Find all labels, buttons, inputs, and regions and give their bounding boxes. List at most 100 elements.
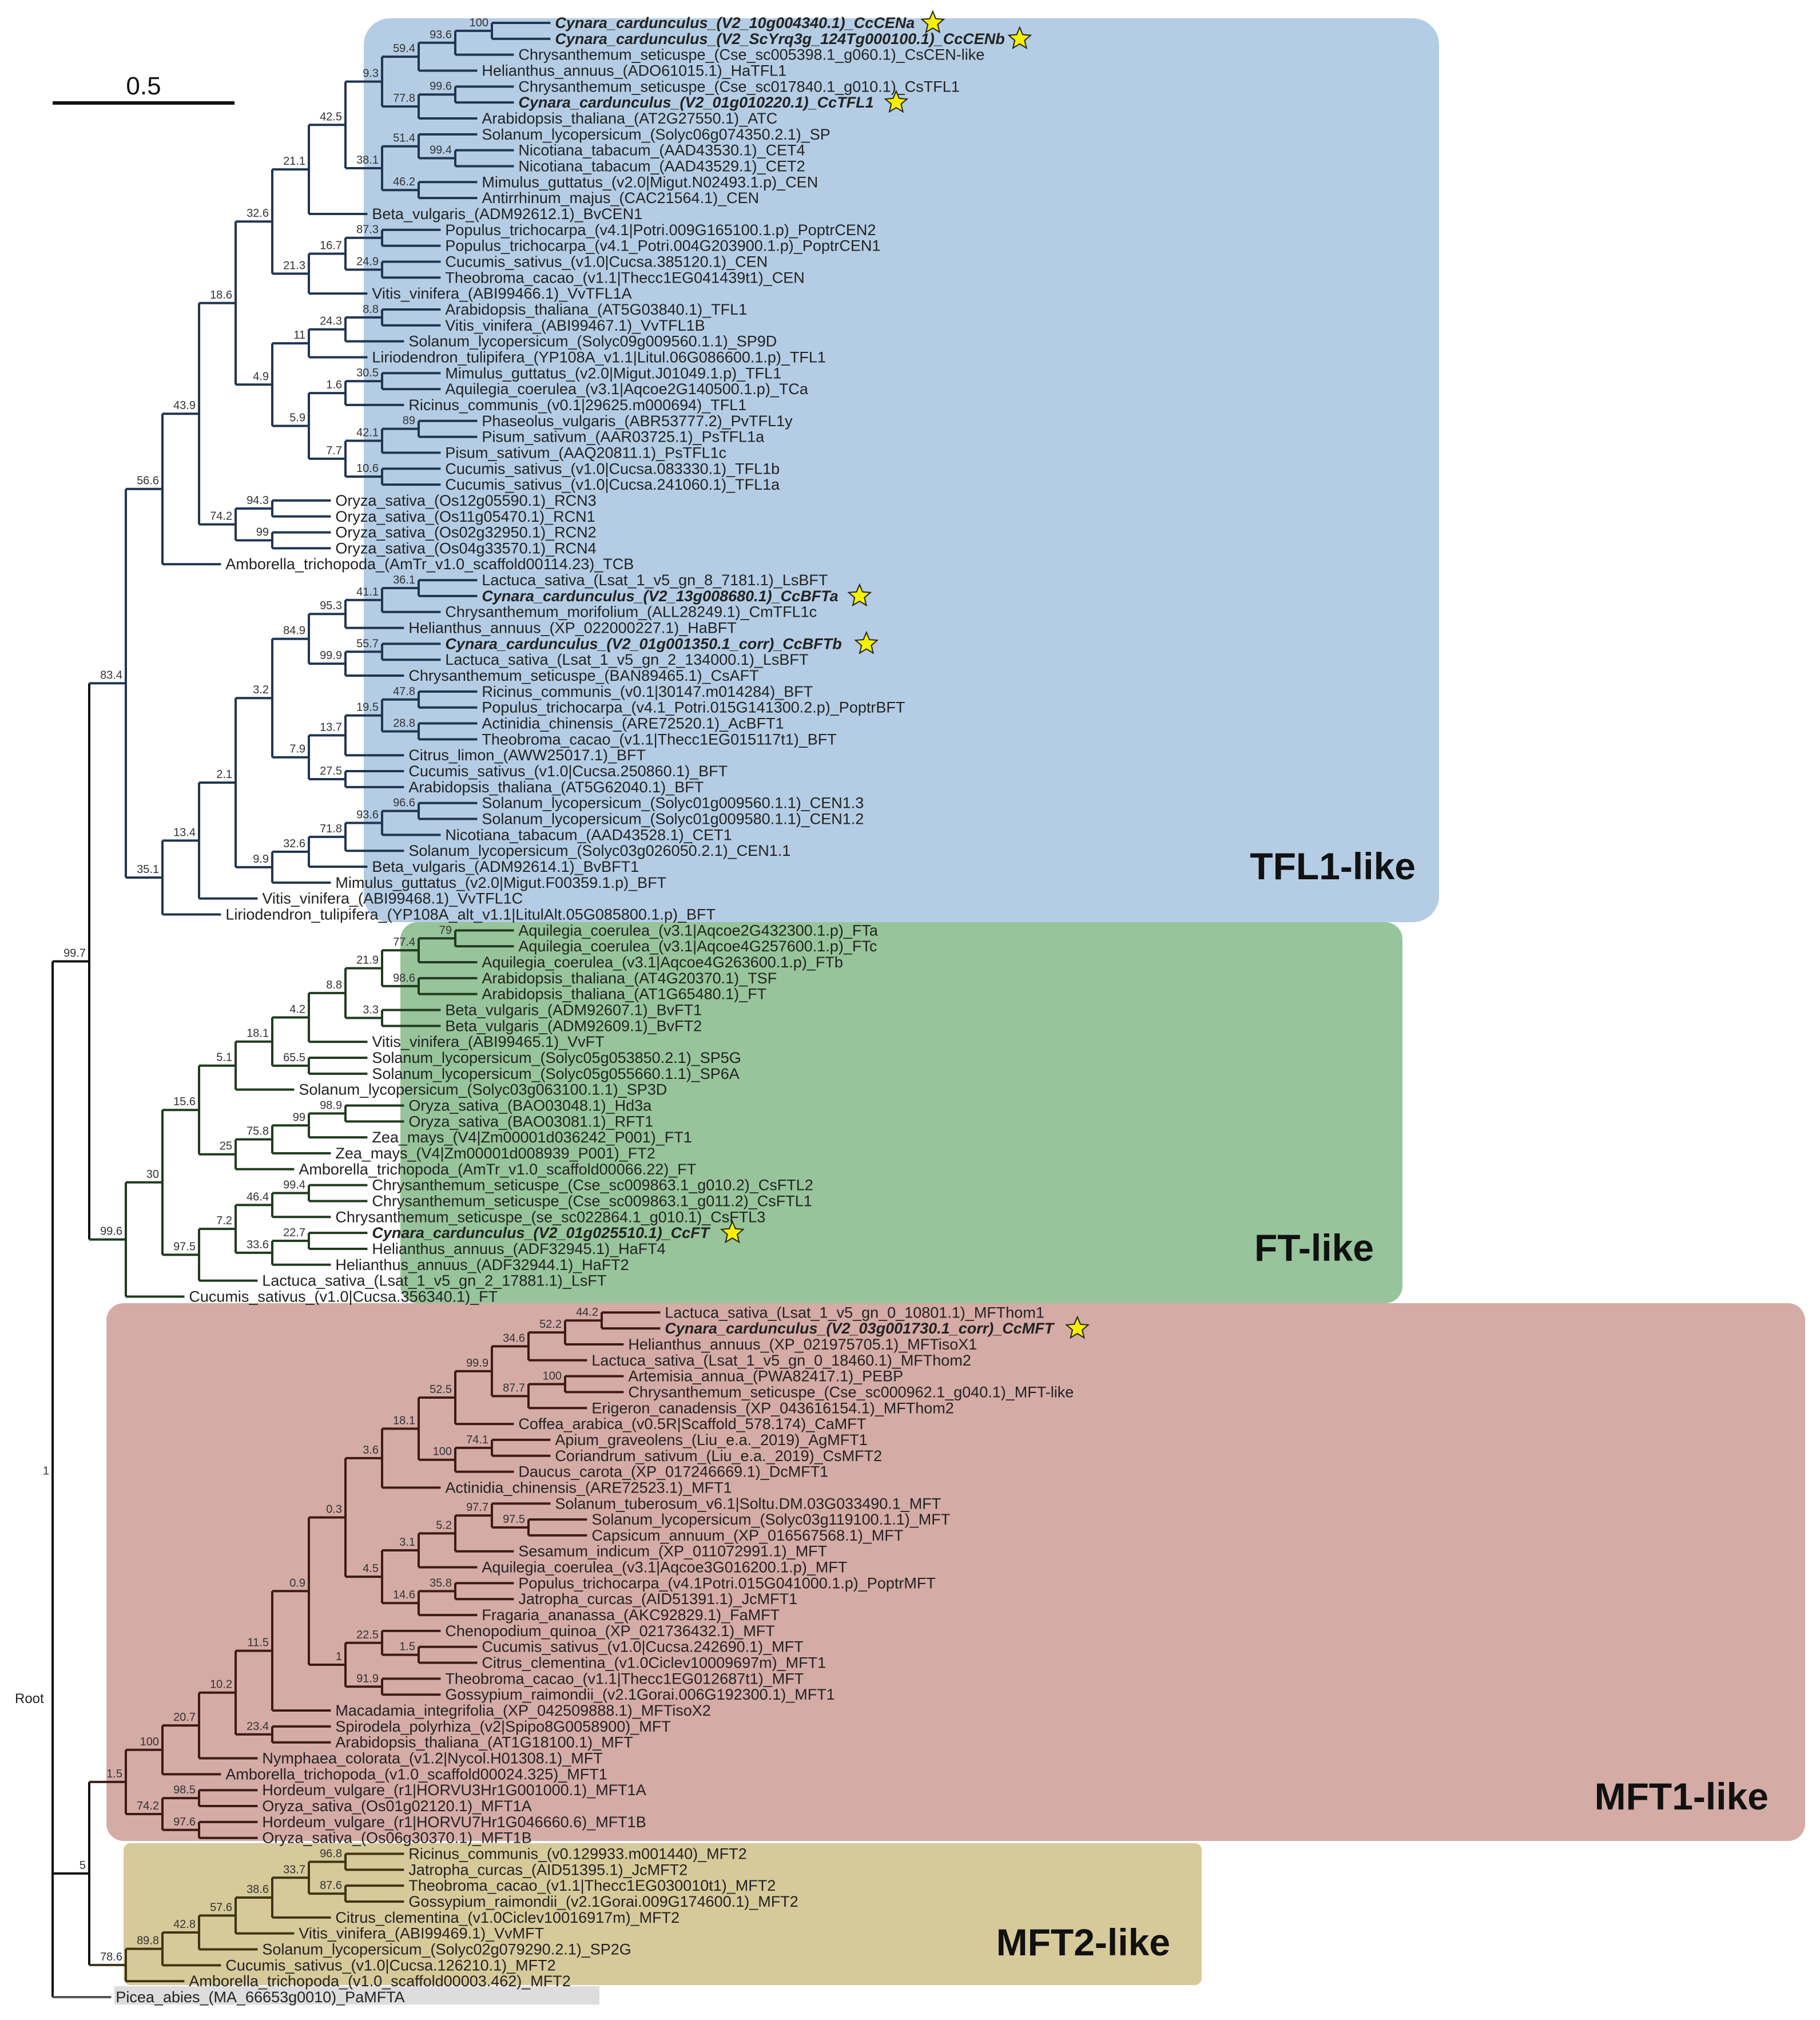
bootstrap-label: 79: [439, 924, 452, 936]
tip-label: Cucumis_sativus_(v1.0|Cucsa.250860.1)_BF…: [408, 763, 728, 780]
bootstrap-label: 32.6: [283, 838, 305, 850]
star-icon: [1065, 1315, 1090, 1339]
bootstrap-label: 52.5: [430, 1383, 452, 1396]
bootstrap-label: 1: [43, 1465, 49, 1478]
tip-label: Lactuca_sativa_(Lsat_1_v5_gn_2_17881.1)_…: [262, 1272, 606, 1289]
bootstrap-label: 100: [140, 1736, 159, 1748]
bootstrap-label: 4.2: [289, 1003, 305, 1016]
tip-label: Pisum_sativum_(AAR03725.1)_PsTFL1a: [482, 428, 765, 446]
scale-bar: 0.5: [53, 72, 235, 105]
bootstrap-label: 21.3: [283, 259, 305, 272]
bootstrap-label: 89.8: [137, 1935, 159, 1947]
tip-label: Capsicum_annuum_(XP_016567568.1)_MFT: [591, 1527, 903, 1544]
tip-label: Helianthus_annuus_(XP_021975705.1)_MFTis…: [628, 1336, 977, 1353]
bootstrap-label: 7.7: [326, 445, 342, 457]
bootstrap-label: 77.4: [393, 936, 415, 949]
bootstrap-label: 100: [470, 17, 488, 29]
clade-label-ft: FT-like: [1254, 1227, 1374, 1269]
tip-label: Cucumis_sativus_(v1.0|Cucsa.241060.1)_TF…: [445, 476, 780, 493]
tip-label: Artemisia_annua_(PWA82417.1)_PEBP: [628, 1368, 903, 1385]
bootstrap-label: 13.7: [320, 721, 342, 733]
bootstrap-label: 10.2: [210, 1678, 232, 1691]
bootstrap-label: 84.9: [283, 625, 305, 637]
tip-label: Chrysanthemum_seticuspe_(Cse_sc005398.1_…: [518, 46, 984, 64]
tip-label: Mimulus_guttatus_(v2.0|Migut.F00359.1.p)…: [335, 874, 666, 891]
tip-label: Amborella_trichopoda_(v1.0_scaffold00024…: [225, 1765, 607, 1783]
bootstrap-label: 27.5: [320, 765, 342, 777]
tip-label: Vitis_vinifera_(ABI99466.1)_VvTFL1A: [372, 285, 631, 302]
tip-label: Lactuca_sativa_(Lsat_1_v5_gn_0_10801.1)_…: [665, 1304, 1044, 1321]
tip-label: Chrysanthemum_seticuspe_(BAN89465.1)_CsA…: [408, 667, 758, 684]
bootstrap-label: 0.3: [326, 1503, 342, 1515]
tip-label: Oryza_sativa_(Os11g05470.1)_RCN1: [335, 508, 595, 525]
bootstrap-label: 24.3: [320, 315, 342, 328]
bootstrap-label: 8.8: [363, 303, 379, 316]
bootstrap-label: 21.1: [283, 155, 305, 168]
tip-label: Populus_trichocarpa_(v4.1Potri.015G04100…: [518, 1574, 935, 1592]
tip-label: Antirrhinum_majus_(CAC21564.1)_CEN: [482, 189, 759, 207]
star-icon: [720, 1220, 745, 1244]
bootstrap-label: 74.2: [210, 510, 232, 523]
tip-label: Fragaria_ananassa_(AKC92829.1)_FaMFT: [482, 1606, 780, 1624]
tip-label: Amborella_trichopoda_(v1.0_scaffold00003…: [189, 1973, 570, 1990]
bootstrap-label: 1: [336, 1650, 342, 1663]
bootstrap-label: 9.3: [363, 68, 379, 80]
bootstrap-label: 99: [293, 1111, 305, 1124]
bootstrap-label: 3.1: [399, 1536, 415, 1549]
tip-label: Oryza_sativa_(Os04g33570.1)_RCN4: [335, 539, 596, 557]
tip-label: Arabidopsis_thaliana_(AT5G62040.1)_BFT: [408, 779, 704, 796]
bootstrap-label: 25: [220, 1140, 232, 1153]
tip-label: Beta_vulgaris_(ADM92614.1)_BvBFT1: [372, 858, 639, 875]
bootstrap-label: 87.6: [320, 1879, 342, 1892]
tip-label: Solanum_tuberosum_v6.1|Soltu.DM.03G03349…: [555, 1495, 941, 1512]
clade-box-mft2: [124, 1843, 1202, 1985]
bootstrap-label: 65.5: [283, 1051, 305, 1064]
tip-label: Oryza_sativa_(BAO03048.1)_Hd3a: [408, 1097, 652, 1114]
clade-box-outgroup: [114, 1986, 599, 2005]
tip-label: Helianthus_annuus_(XP_022000227.1)_HaBFT: [408, 620, 736, 637]
bootstrap-label: 10.6: [356, 462, 379, 475]
bootstrap-label: 56.6: [137, 475, 159, 487]
bootstrap-label: 98.6: [393, 972, 415, 985]
tip-label: Chrysanthemum_seticuspe_(Cse_sc000962.1_…: [628, 1383, 1074, 1400]
bootstrap-label: 75.8: [247, 1125, 269, 1138]
tip-label: Ricinus_communis_(v0.1|29625.m000694)_TF…: [408, 396, 746, 414]
bootstrap-label: 7.9: [289, 743, 305, 756]
tip-label: Beta_vulgaris_(ADM92612.1)_BvCEN1: [372, 205, 642, 223]
bootstrap-label: 3.2: [253, 684, 269, 696]
bootstrap-label: 99.7: [63, 947, 86, 959]
tip-label: Citrus_clementina_(v1.0Ciclev10016917m)_…: [335, 1909, 679, 1926]
tip-label: Cynara_cardunculus_(V2_01g010220.1)_CcTF…: [518, 94, 873, 111]
branches: [51, 22, 661, 1998]
scale-bar-label: 0.5: [126, 72, 161, 100]
bootstrap-label: 100: [543, 1370, 562, 1383]
clade-box-mft1: [106, 1303, 1805, 1841]
tip-label: Ricinus_communis_(v0.129933.m001440)_MFT…: [408, 1846, 746, 1863]
bootstrap-label: 5.1: [216, 1051, 232, 1064]
tip-label: Jatropha_curcas_(AID51391.1)_JcMFT1: [518, 1590, 797, 1608]
bootstrap-label: 93.6: [356, 808, 379, 821]
tip-label: Cynara_cardunculus_(V2_03g001730.1_corr)…: [665, 1320, 1055, 1337]
star-icon: [854, 630, 879, 654]
bootstrap-label: 13.4: [173, 826, 196, 839]
bootstrap-label: 11: [293, 329, 305, 342]
tip-label: Beta_vulgaris_(ADM92607.1)_BvFT1: [445, 1002, 702, 1019]
tip-label: Vitis_vinifera_(ABI99468.1)_VvTFL1C: [262, 890, 523, 907]
bootstrap-label: 35.1: [137, 863, 159, 876]
tip-label: Chrysanthemum_seticuspe_(Cse_sc017840.1_…: [518, 78, 959, 95]
tip-label: Nymphaea_colorata_(v1.2|Nycol.H01308.1)_…: [262, 1750, 602, 1767]
star-icon: [1007, 26, 1032, 50]
tip-label: Aquilegia_coerulea_(v3.1|Aqcoe4G263600.1…: [482, 954, 843, 971]
tip-label: Nicotiana_tabacum_(AAD43529.1)_CET2: [518, 157, 805, 174]
tip-label: Jatropha_curcas_(AID51395.1)_JcMFT2: [408, 1861, 688, 1878]
clade-label-mft1: MFT1-like: [1595, 1775, 1769, 1817]
tip-label: Chrysanthemum_seticuspe_(Cse_sc009863.1_…: [372, 1177, 813, 1194]
star-icon: [920, 10, 945, 34]
bootstrap-label: 98.5: [173, 1784, 196, 1796]
bootstrap-label: 55.7: [356, 637, 379, 650]
bootstrap-label: 22.5: [356, 1629, 379, 1641]
bootstrap-label: 42.1: [356, 427, 379, 439]
bootstrap-label: 33.7: [283, 1863, 305, 1876]
bootstrap-label: 46.2: [393, 176, 415, 188]
